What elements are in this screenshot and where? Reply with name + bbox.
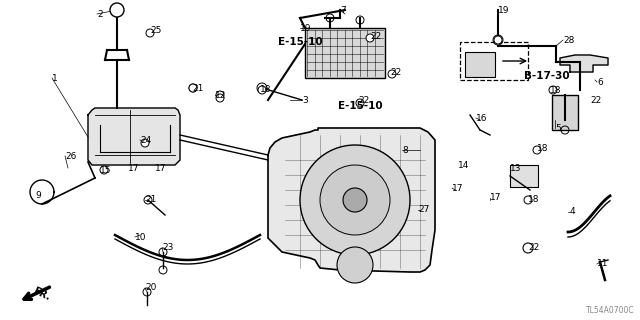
Circle shape [258,86,266,94]
Text: 12: 12 [215,91,227,100]
Text: 18: 18 [528,196,540,204]
Bar [465,52,495,77]
Text: 22: 22 [590,95,601,105]
Polygon shape [268,128,435,272]
Text: 7: 7 [340,5,346,14]
Text: 1: 1 [52,74,58,83]
Text: 26: 26 [65,151,76,161]
Text: 3: 3 [302,95,308,105]
Circle shape [533,146,541,154]
Bar [510,165,538,187]
Text: 9: 9 [35,191,41,201]
Text: 15: 15 [100,165,111,174]
Text: 14: 14 [458,161,469,170]
Text: 18: 18 [260,84,271,93]
Text: 22: 22 [370,31,381,41]
Text: 5: 5 [555,124,561,132]
Text: 23: 23 [162,244,173,252]
Text: 6: 6 [597,77,603,86]
Circle shape [100,166,108,174]
Circle shape [366,34,374,42]
Bar [305,28,385,78]
Text: E-15-10: E-15-10 [278,37,323,47]
Text: 20: 20 [145,284,156,292]
Circle shape [189,84,197,92]
Text: 21: 21 [145,196,156,204]
Text: 17: 17 [452,183,463,193]
Circle shape [320,165,390,235]
Circle shape [524,196,532,204]
Text: 22: 22 [528,244,540,252]
Text: E-15-10: E-15-10 [338,101,383,111]
Circle shape [300,145,410,255]
Circle shape [110,3,124,17]
Text: 17: 17 [128,164,140,172]
Text: 17: 17 [155,164,166,172]
Text: 27: 27 [418,205,429,214]
Text: 22: 22 [358,95,369,105]
Bar [460,42,528,80]
Circle shape [388,70,396,78]
Circle shape [146,29,154,37]
Circle shape [523,243,533,253]
Text: 10: 10 [135,233,147,242]
Text: 18: 18 [537,143,548,153]
Text: 4: 4 [570,207,575,217]
Text: 18: 18 [550,85,561,94]
Circle shape [343,188,367,212]
Circle shape [356,99,364,107]
Text: 11: 11 [597,260,609,268]
Text: 19: 19 [300,23,312,33]
Polygon shape [88,108,180,165]
Circle shape [494,36,502,44]
Text: 8: 8 [402,146,408,155]
Text: 21: 21 [192,84,204,92]
Text: 25: 25 [150,26,161,35]
Text: 22: 22 [390,68,401,76]
Text: 24: 24 [140,135,151,145]
Text: FR.: FR. [32,286,52,302]
Circle shape [216,94,224,102]
Circle shape [337,247,373,283]
Text: 2: 2 [97,10,102,19]
Bar [552,95,578,130]
Text: 17: 17 [490,194,502,203]
Text: B-17-30: B-17-30 [524,71,570,81]
Text: TL54A0700C: TL54A0700C [586,306,635,315]
Text: 19: 19 [498,5,509,14]
Polygon shape [560,55,608,72]
Text: 16: 16 [476,114,488,123]
Circle shape [141,139,149,147]
Text: 28: 28 [563,36,574,44]
Text: 13: 13 [510,164,522,172]
Circle shape [549,86,557,94]
